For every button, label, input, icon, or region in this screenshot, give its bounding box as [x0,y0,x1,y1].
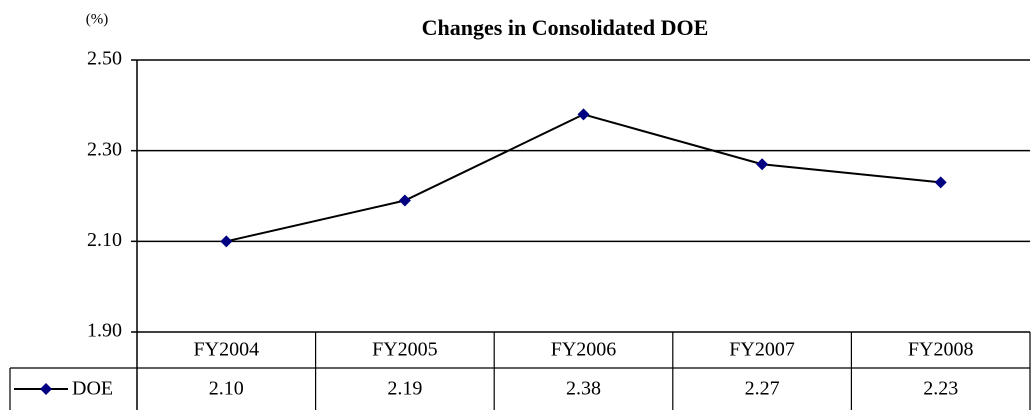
legend-marker [40,383,52,395]
table-value: 2.38 [566,378,601,400]
data-point [934,176,947,189]
data-point [220,235,233,248]
y-tick-label: 2.10 [87,229,122,251]
table-value: 2.10 [209,378,244,400]
x-tick-label: FY2008 [908,339,974,361]
data-point [577,108,590,121]
x-tick-label: FY2004 [194,339,260,361]
x-tick-label: FY2006 [551,339,617,361]
y-tick-label: 1.90 [87,320,122,342]
data-point [398,194,411,207]
table-value: 2.23 [923,378,958,400]
table-value: 2.27 [745,378,780,400]
x-tick-label: FY2005 [372,339,438,361]
legend-label: DOE [72,378,113,400]
chart-title: Changes in Consolidated DOE [422,15,709,40]
table-value: 2.19 [387,378,422,400]
y-tick-label: 2.30 [87,138,122,160]
series-line [226,113,941,243]
y-axis-unit: (%) [86,11,109,27]
y-tick-label: 2.50 [87,48,122,70]
data-point [756,158,769,171]
x-tick-label: FY2007 [729,339,795,361]
